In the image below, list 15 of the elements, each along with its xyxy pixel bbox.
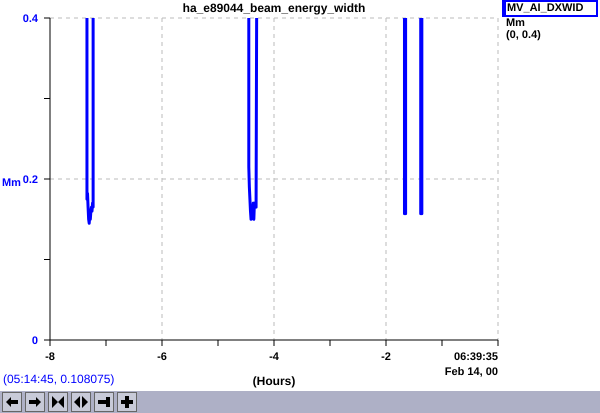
x-tick-label: -2 bbox=[381, 351, 391, 363]
chart-title: ha_e89044_beam_energy_width bbox=[182, 1, 366, 15]
x-tick-label: -6 bbox=[157, 351, 167, 363]
text: (05:14:45, 0.108075) bbox=[3, 372, 114, 386]
y-tick-label: 0.2 bbox=[22, 174, 38, 186]
text: (0, 0.4) bbox=[505, 29, 542, 41]
text: MV_AI_DXWID bbox=[502, 0, 598, 17]
x-tick-label: 06:39:35 Feb 14, 00 bbox=[444, 351, 498, 378]
x-tick-label: -8 bbox=[45, 351, 55, 363]
y-axis-title: Mm bbox=[2, 177, 21, 189]
x-axis-title: (Hours) bbox=[252, 374, 296, 388]
text: Mm bbox=[505, 17, 526, 29]
x-tick-label: -4 bbox=[269, 351, 280, 363]
y-tick-label: 0.4 bbox=[22, 13, 39, 25]
y-tick-label: 0 bbox=[32, 335, 38, 347]
